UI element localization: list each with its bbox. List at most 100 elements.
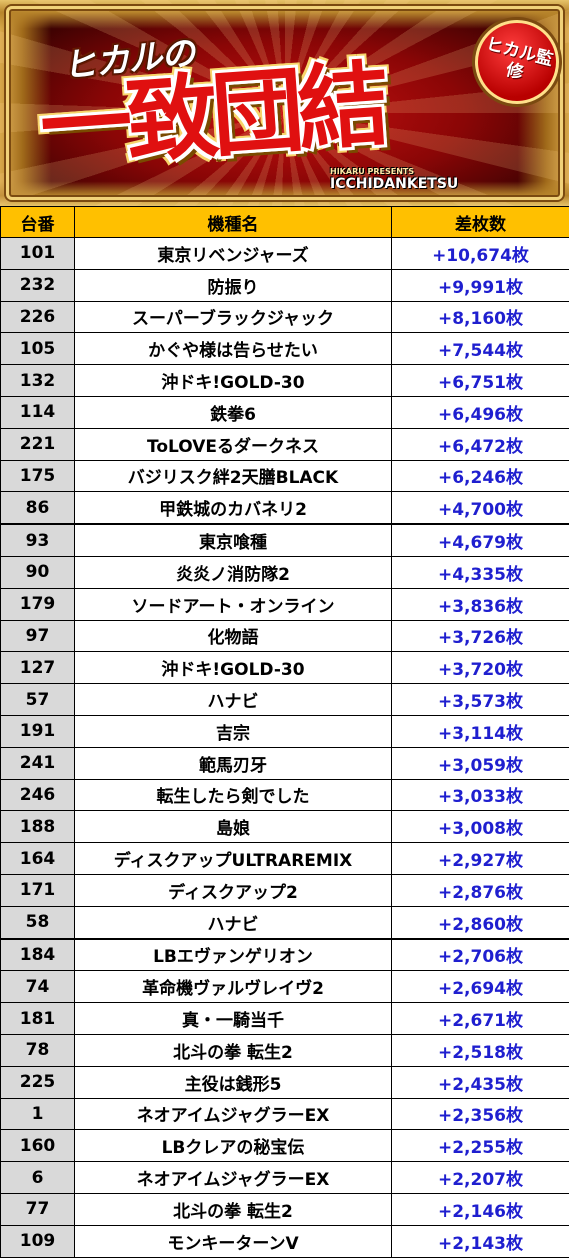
machine-number-cell: 171 (0, 873, 75, 907)
header-machine-name: 機種名 (74, 206, 392, 238)
diff-count-cell: +4,335枚 (391, 555, 569, 589)
diff-count-cell: +2,860枚 (391, 905, 569, 940)
table-row: 105 かぐや様は告らせたい +7,544枚 (0, 332, 569, 366)
diff-count-cell: +6,246枚 (391, 459, 569, 493)
table-row: 1 ネオアイムジャグラーEX +2,356枚 (0, 1097, 569, 1131)
machine-number-cell: 160 (0, 1129, 75, 1163)
table-row: 74 革命機ヴァルヴレイヴ2 +2,694枚 (0, 970, 569, 1004)
table-row: 241 範馬刃牙 +3,059枚 (0, 746, 569, 780)
machine-number-cell: 6 (0, 1161, 75, 1194)
machine-number-cell: 109 (0, 1224, 75, 1258)
diff-count-cell: +2,356枚 (391, 1097, 569, 1131)
banner-logo-text: ICCHIDANKETSU (330, 176, 459, 192)
machine-name-cell: バジリスク絆2天膳BLACK (74, 459, 392, 493)
table-row: 191 吉宗 +3,114枚 (0, 714, 569, 748)
table-row: 93 東京喰種 +4,679枚 (0, 523, 569, 557)
table-row: 184 LBエヴァンゲリオン +2,706枚 (0, 937, 569, 972)
machine-name-cell: モンキーターンV (74, 1224, 392, 1258)
machine-number-cell: 191 (0, 714, 75, 748)
banner-frame (6, 6, 563, 200)
machine-number-cell: 132 (0, 364, 75, 397)
machine-number-cell: 77 (0, 1192, 75, 1226)
table-row: 90 炎炎ノ消防隊2 +4,335枚 (0, 555, 569, 589)
banner-logo: HIKARU PRESENTS ICCHIDANKETSU (330, 168, 459, 193)
machine-name-cell: ディスクアップULTRAREMIX (74, 842, 392, 875)
header-machine-no: 台番 (0, 206, 75, 238)
diff-count-cell: +3,726枚 (391, 619, 569, 653)
machine-number-cell: 90 (0, 555, 75, 589)
table-row: 78 北斗の拳 転生2 +2,518枚 (0, 1033, 569, 1067)
machine-name-cell: 真・一騎当千 (74, 1002, 392, 1035)
machine-name-cell: 北斗の拳 転生2 (74, 1192, 392, 1226)
diff-count-cell: +4,679枚 (391, 523, 569, 557)
machine-number-cell: 58 (0, 905, 75, 940)
machine-number-cell: 93 (0, 523, 75, 557)
diff-count-cell: +2,876枚 (391, 873, 569, 907)
machine-name-cell: 東京リベンジャーズ (74, 237, 392, 270)
diff-count-cell: +3,059枚 (391, 746, 569, 780)
diff-count-cell: +10,674枚 (391, 237, 569, 270)
machine-name-cell: 沖ドキ!GOLD-30 (74, 651, 392, 685)
diff-count-cell: +6,472枚 (391, 427, 569, 461)
table-row: 179 ソードアート・オンライン +3,836枚 (0, 587, 569, 621)
table-row: 77 北斗の拳 転生2 +2,146枚 (0, 1192, 569, 1226)
table-row: 127 沖ドキ!GOLD-30 +3,720枚 (0, 651, 569, 685)
header-diff: 差枚数 (391, 206, 569, 238)
machine-name-cell: ディスクアップ2 (74, 873, 392, 907)
table-row: 188 島娘 +3,008枚 (0, 810, 569, 844)
table-row: 109 モンキーターンV +2,143枚 (0, 1224, 569, 1258)
machine-number-cell: 78 (0, 1033, 75, 1067)
machine-name-cell: 吉宗 (74, 714, 392, 748)
table-body: 101 東京リベンジャーズ +10,674枚 232 防振り +9,991枚 226 スーパー… (0, 237, 569, 1258)
table-row: 114 鉄拳6 +6,496枚 (0, 395, 569, 429)
table-row: 232 防振り +9,991枚 (0, 268, 569, 302)
diff-count-cell: +4,700枚 (391, 491, 569, 525)
table-row: 181 真・一騎当千 +2,671枚 (0, 1002, 569, 1035)
machine-number-cell: 179 (0, 587, 75, 621)
diff-count-cell: +3,114枚 (391, 714, 569, 748)
banner-rays (0, 0, 569, 206)
diff-count-cell: +2,207枚 (391, 1161, 569, 1194)
machine-number-cell: 74 (0, 970, 75, 1004)
machine-number-cell: 105 (0, 332, 75, 366)
table-header-row: 台番 機種名 差枚数 (0, 206, 569, 238)
machine-number-cell: 101 (0, 237, 75, 270)
diff-count-cell: +2,146枚 (391, 1192, 569, 1226)
machine-number-cell: 127 (0, 651, 75, 685)
table-row: 226 スーパーブラックジャック +8,160枚 (0, 300, 569, 334)
table-row: 221 ToLOVEるダークネス +6,472枚 (0, 427, 569, 461)
machine-number-cell: 181 (0, 1002, 75, 1035)
machine-name-cell: 炎炎ノ消防隊2 (74, 555, 392, 589)
table-row: 175 バジリスク絆2天膳BLACK +6,246枚 (0, 459, 569, 493)
machine-number-cell: 226 (0, 300, 75, 334)
table-row: 171 ディスクアップ2 +2,876枚 (0, 873, 569, 907)
diff-count-cell: +2,694枚 (391, 970, 569, 1004)
diff-count-cell: +2,255枚 (391, 1129, 569, 1163)
diff-count-cell: +2,927枚 (391, 842, 569, 875)
diff-count-cell: +2,518枚 (391, 1033, 569, 1067)
table-row: 86 甲鉄城のカバネリ2 +4,700枚 (0, 491, 569, 525)
header-banner: ヒカルの 一致団結 ヒカル監修 HIKARU PRESENTS ICCHIDAN… (0, 0, 569, 206)
diff-count-cell: +2,143枚 (391, 1224, 569, 1258)
machine-name-cell: 主役は銭形5 (74, 1065, 392, 1099)
machine-name-cell: ネオアイムジャグラーEX (74, 1161, 392, 1194)
machine-name-cell: 甲鉄城のカバネリ2 (74, 491, 392, 525)
machine-name-cell: 沖ドキ!GOLD-30 (74, 364, 392, 397)
machine-name-cell: 化物語 (74, 619, 392, 653)
machine-name-cell: 北斗の拳 転生2 (74, 1033, 392, 1067)
table-row: 132 沖ドキ!GOLD-30 +6,751枚 (0, 364, 569, 397)
machine-name-cell: 島娘 (74, 810, 392, 844)
machine-name-cell: ハナビ (74, 905, 392, 940)
diff-count-cell: +6,496枚 (391, 395, 569, 429)
diff-count-cell: +3,836枚 (391, 587, 569, 621)
table-row: 160 LBクレアの秘宝伝 +2,255枚 (0, 1129, 569, 1163)
machine-number-cell: 1 (0, 1097, 75, 1131)
diff-count-cell: +3,033枚 (391, 778, 569, 812)
machine-number-cell: 221 (0, 427, 75, 461)
diff-count-cell: +3,573枚 (391, 683, 569, 716)
table-row: 58 ハナビ +2,860枚 (0, 905, 569, 940)
table-row: 164 ディスクアップULTRAREMIX +2,927枚 (0, 842, 569, 875)
machine-name-cell: 鉄拳6 (74, 395, 392, 429)
diff-count-cell: +2,671枚 (391, 1002, 569, 1035)
machine-name-cell: かぐや様は告らせたい (74, 332, 392, 366)
